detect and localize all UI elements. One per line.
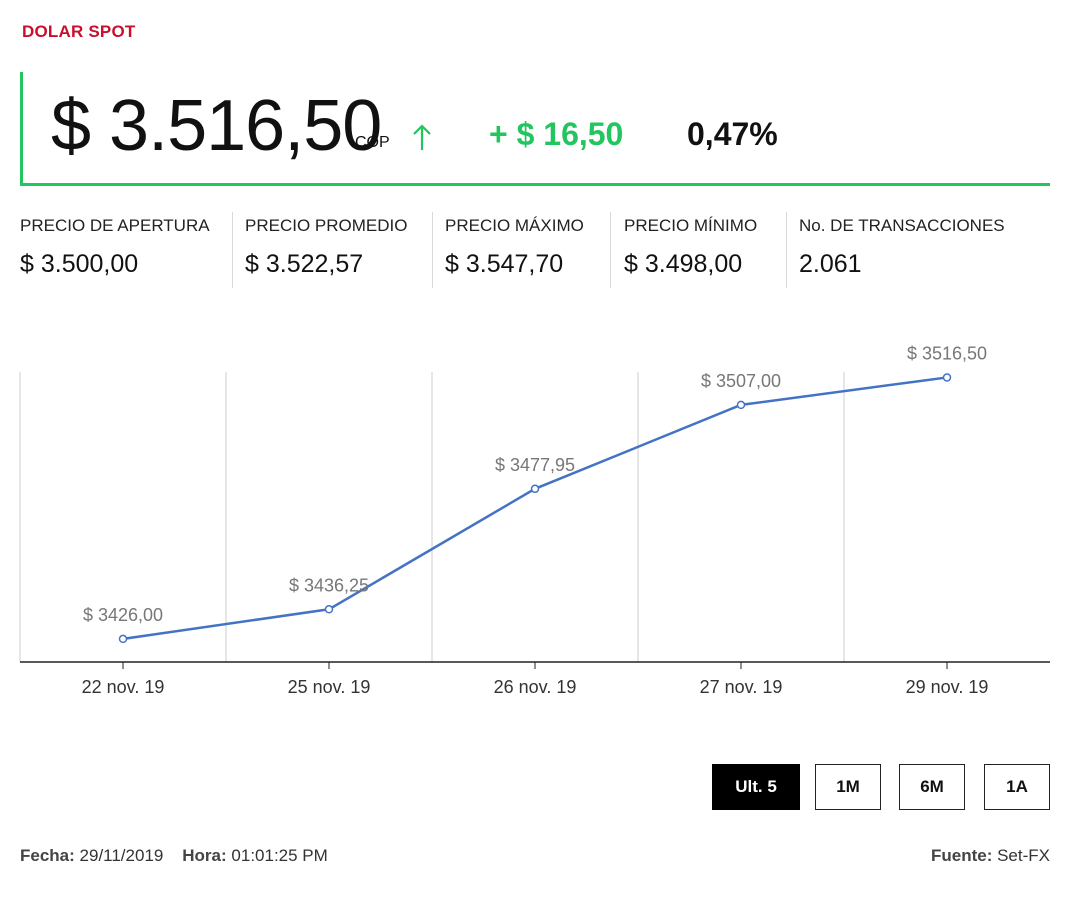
stat-average-price: PRECIO PROMEDIO $ 3.522,57 bbox=[232, 212, 432, 288]
stat-value: $ 3.522,57 bbox=[245, 250, 364, 278]
stat-label: PRECIO MÁXIMO bbox=[445, 216, 584, 235]
date-label: Fecha: bbox=[20, 846, 75, 865]
source-label: Fuente: bbox=[930, 846, 993, 865]
footer: Fecha: 29/11/2019 Hora: 01:01:25 PM Fuen… bbox=[20, 846, 1050, 866]
stat-value: $ 3.547,70 bbox=[445, 250, 564, 278]
stat-value: $ 3.498,00 bbox=[624, 250, 743, 278]
stats-row: PRECIO DE APERTURA $ 3.500,00 PRECIO PRO… bbox=[20, 212, 1050, 288]
series-line bbox=[122, 376, 948, 641]
time-value: 01:01:25 PM bbox=[231, 846, 328, 865]
data-point bbox=[324, 605, 334, 614]
quote-panel: $ 3.516,50 COP + $ 16,50 0,47% bbox=[20, 72, 1050, 186]
price-change-percent: 0,47% bbox=[687, 116, 778, 152]
stat-opening-price: PRECIO DE APERTURA $ 3.500,00 bbox=[20, 212, 232, 288]
page-title: DOLAR SPOT bbox=[22, 22, 136, 41]
stat-min-price: PRECIO MÍNIMO $ 3.498,00 bbox=[610, 212, 786, 288]
stat-label: No. DE TRANSACCIONES bbox=[799, 216, 1005, 235]
currency-code: COP bbox=[355, 134, 390, 151]
range-selector: Ult. 5 1M 6M 1A bbox=[0, 764, 1080, 812]
source: Fuente: Set-FX bbox=[931, 846, 1050, 866]
x-tick-label: 22 nov. 19 bbox=[82, 677, 165, 697]
stat-label: PRECIO MÍNIMO bbox=[624, 216, 758, 235]
source-value: Set-FX bbox=[997, 846, 1050, 865]
x-tick-label: 26 nov. 19 bbox=[494, 677, 577, 697]
stat-label: PRECIO DE APERTURA bbox=[20, 216, 210, 235]
data-point bbox=[530, 484, 540, 494]
stat-value: 2.061 bbox=[799, 250, 862, 278]
x-tick-label: 29 nov. 19 bbox=[906, 677, 989, 697]
time-label: Hora: bbox=[182, 846, 227, 865]
x-tick-label: 25 nov. 19 bbox=[288, 677, 371, 697]
current-price: $ 3.516,50 bbox=[51, 86, 382, 166]
price-line-chart: $ 3426,00 22 nov. 19 $ 3436,25 25 nov. 19 $ … bbox=[19, 343, 1050, 697]
stat-transactions: No. DE TRANSACCIONES 2.061 bbox=[786, 212, 1050, 288]
range-button-ult5[interactable]: Ult. 5 bbox=[712, 764, 800, 810]
stat-label: PRECIO PROMEDIO bbox=[245, 216, 408, 235]
stat-value: $ 3.500,00 bbox=[20, 250, 139, 278]
x-tick-label: 27 nov. 19 bbox=[700, 677, 783, 697]
data-label: $ 3436,25 bbox=[289, 575, 369, 595]
data-point bbox=[118, 634, 128, 644]
data-label: $ 3507,00 bbox=[701, 371, 781, 391]
data-point bbox=[736, 400, 746, 410]
data-label: $ 3426,00 bbox=[83, 605, 163, 625]
stat-max-price: PRECIO MÁXIMO $ 3.547,70 bbox=[432, 212, 610, 288]
date-value: 29/11/2019 bbox=[79, 846, 164, 865]
arrow-up-icon bbox=[413, 124, 431, 150]
data-label: $ 3516,50 bbox=[907, 343, 987, 363]
range-button-1a[interactable]: 1A bbox=[984, 764, 1050, 810]
data-label: $ 3477,95 bbox=[495, 455, 575, 475]
range-button-6m[interactable]: 6M bbox=[899, 764, 965, 810]
data-point bbox=[942, 373, 952, 382]
price-change: + $ 16,50 bbox=[489, 116, 624, 152]
range-button-1m[interactable]: 1M bbox=[815, 764, 881, 810]
